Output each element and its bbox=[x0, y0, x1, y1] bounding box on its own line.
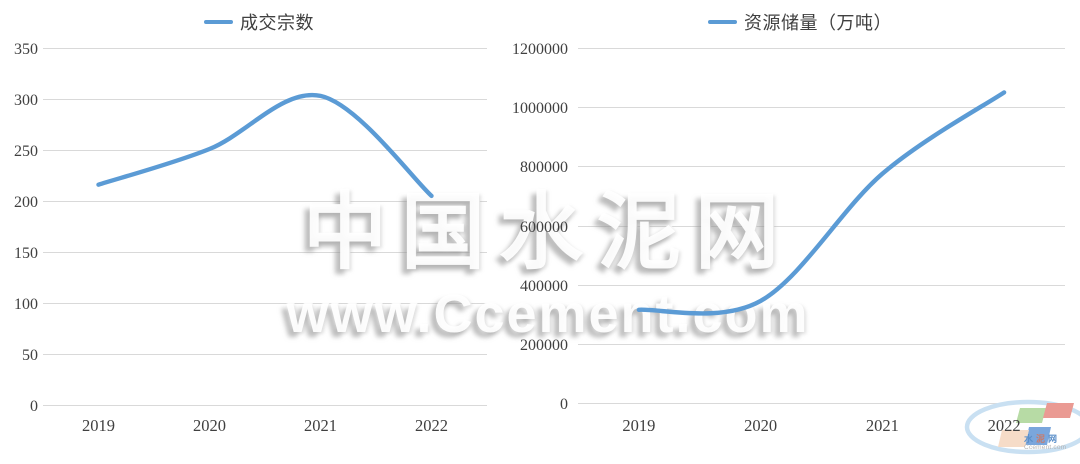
legend-right-chart: 资源储量（万吨） bbox=[708, 9, 892, 35]
logo-site-name: 水泥网 bbox=[1024, 432, 1060, 445]
logo-char-shui: 水 bbox=[1024, 434, 1037, 444]
y-axis-tick-label: 1000000 bbox=[512, 100, 568, 117]
legend-line-swatch bbox=[204, 19, 233, 25]
y-axis-tick-label: 250 bbox=[14, 143, 38, 160]
legend-label: 资源储量（万吨） bbox=[744, 13, 892, 33]
y-axis-tick-label: 100 bbox=[14, 296, 38, 313]
y-axis-tick-label: 1200000 bbox=[512, 41, 568, 58]
logo-square-peach bbox=[998, 430, 1029, 447]
x-axis-tick-label: 2020 bbox=[744, 416, 777, 435]
x-axis-tick-label: 2022 bbox=[988, 416, 1021, 435]
logo-square-blue bbox=[1025, 427, 1051, 445]
y-axis-tick-label: 600000 bbox=[520, 219, 568, 236]
y-axis-tick-label: 150 bbox=[14, 245, 38, 262]
logo-square-green bbox=[1016, 408, 1046, 423]
legend-line-swatch bbox=[708, 19, 737, 25]
x-axis-tick-label: 2022 bbox=[415, 416, 448, 435]
y-axis-tick-label: 50 bbox=[22, 347, 38, 364]
x-axis-tick-label: 2021 bbox=[304, 416, 337, 435]
y-axis-tick-label: 200000 bbox=[520, 337, 568, 354]
y-axis-tick-label: 350 bbox=[14, 41, 38, 58]
y-axis-tick-label: 400000 bbox=[520, 278, 568, 295]
ccement-logo: 水泥网 Ccement.com bbox=[950, 398, 1080, 464]
x-axis-tick-label: 2021 bbox=[866, 416, 899, 435]
y-axis-tick-label: 200 bbox=[14, 194, 38, 211]
logo-char-wang: 网 bbox=[1048, 434, 1061, 444]
y-axis-tick-label: 800000 bbox=[520, 159, 568, 176]
y-axis-tick-label: 0 bbox=[560, 396, 568, 413]
logo-swoosh-icon bbox=[964, 399, 1080, 455]
y-axis-tick-label: 0 bbox=[30, 398, 38, 415]
x-axis-tick-label: 2019 bbox=[622, 416, 655, 435]
x-axis-tick-label: 2019 bbox=[82, 416, 115, 435]
ccement-logo-graphic bbox=[964, 399, 1080, 455]
logo-site-url: Ccement.com bbox=[1024, 444, 1067, 451]
legend-left-chart: 成交宗数 bbox=[204, 9, 314, 35]
series-line bbox=[636, 90, 1007, 316]
logo-char-ni: 泥 bbox=[1036, 434, 1049, 444]
x-axis-tick-label: 2020 bbox=[193, 416, 226, 435]
y-axis-tick-label: 300 bbox=[14, 92, 38, 109]
logo-square-red bbox=[1043, 403, 1074, 418]
legend-label: 成交宗数 bbox=[240, 13, 314, 33]
series-line bbox=[96, 92, 434, 199]
